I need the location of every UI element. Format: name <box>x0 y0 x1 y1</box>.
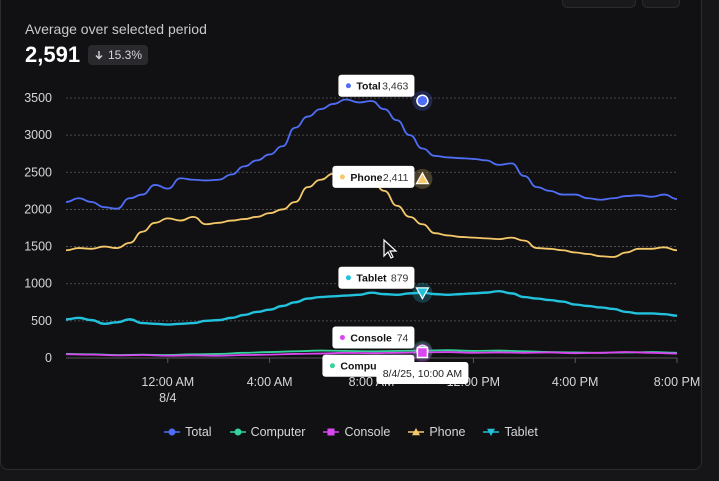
y-tick-label: 0 <box>45 351 52 365</box>
legend-item-total[interactable]: Total <box>164 425 212 439</box>
hover-point-console <box>416 346 429 359</box>
tooltip-swatch <box>339 174 345 180</box>
tooltip-value: 879 <box>391 273 409 285</box>
tooltip-box <box>332 165 415 188</box>
series-line-tablet[interactable] <box>65 289 678 326</box>
header-menu-button[interactable] <box>642 0 680 8</box>
series-line-total[interactable] <box>65 98 678 210</box>
summary-value: 2,591 <box>25 42 81 67</box>
change-badge: 15.3% <box>88 45 149 65</box>
tooltip-value: 2,411 <box>383 172 409 184</box>
tooltip-box <box>338 74 415 97</box>
tooltip-swatch <box>339 335 345 341</box>
tooltip-total: Total 3,463 <box>338 74 415 97</box>
arrow-down-icon <box>95 51 103 60</box>
tooltip-tablet: Tablet 879 <box>338 266 415 289</box>
mouse-cursor-icon <box>383 238 398 259</box>
legend-item-computer[interactable]: Computer <box>229 425 306 439</box>
tooltip-value: 74 <box>397 333 409 345</box>
y-tick-label: 1000 <box>24 277 52 291</box>
x-tick-label: 8:00 PM <box>654 375 701 389</box>
tooltip-box <box>332 326 415 349</box>
tooltip-swatch <box>345 275 351 281</box>
square-marker-icon <box>323 428 340 436</box>
legend-label: Phone <box>429 425 466 439</box>
tooltip-series-name: Console <box>350 333 392 345</box>
tooltip-value: 3,463 <box>382 81 408 93</box>
x-tick-label: 4:00 PM <box>552 375 599 389</box>
tooltip-phone: Phone 2,411 <box>332 165 415 188</box>
chart-legend: Total Computer Console Phone Tablet <box>0 425 702 439</box>
hover-time-tooltip: 8/4/25, 10:00 AM <box>376 362 469 384</box>
legend-item-tablet[interactable]: Tablet <box>483 425 538 439</box>
legend-label: Tablet <box>504 425 538 439</box>
tooltip-console: Console 74 <box>332 326 415 349</box>
hover-point-total <box>416 94 429 107</box>
hover-time-box <box>376 362 469 384</box>
y-tick-label: 2500 <box>24 165 52 179</box>
legend-label: Total <box>185 425 212 439</box>
legend-label: Computer <box>250 425 306 439</box>
tooltip-swatch <box>345 83 351 89</box>
tooltip-box <box>338 266 415 289</box>
y-tick-label: 500 <box>31 314 52 328</box>
circle-marker-icon <box>164 428 181 436</box>
change-value: 15.3% <box>108 48 143 62</box>
hover-point-tablet <box>415 287 430 300</box>
x-tick-label: 12:00 AM <box>141 375 194 389</box>
y-tick-label: 1500 <box>24 240 52 254</box>
y-tick-label: 2000 <box>24 202 52 216</box>
y-tick-label: 3500 <box>24 91 52 105</box>
x-tick-sublabel: 8/4 <box>159 391 176 405</box>
header-button[interactable] <box>562 0 636 8</box>
x-tick-label: 4:00 AM <box>247 375 293 389</box>
tooltip-series-name: Phone <box>350 172 382 184</box>
legend-item-console[interactable]: Console <box>323 425 390 439</box>
series-line-console[interactable] <box>65 351 678 357</box>
legend-label: Console <box>344 425 391 439</box>
triangle-up-marker-icon <box>408 428 425 436</box>
hover-point-phone <box>415 171 430 185</box>
tooltip-swatch <box>329 363 335 369</box>
triangle-down-marker-icon <box>483 428 500 436</box>
hover-time-label: 8/4/25, 10:00 AM <box>383 368 462 380</box>
tooltip-series-name: Total <box>356 81 380 93</box>
tooltip-series-name: Tablet <box>356 273 387 285</box>
summary-label: Average over selected period <box>25 21 207 37</box>
y-tick-label: 3000 <box>24 128 52 142</box>
legend-item-phone[interactable]: Phone <box>408 425 465 439</box>
circle-marker-icon <box>229 428 246 436</box>
